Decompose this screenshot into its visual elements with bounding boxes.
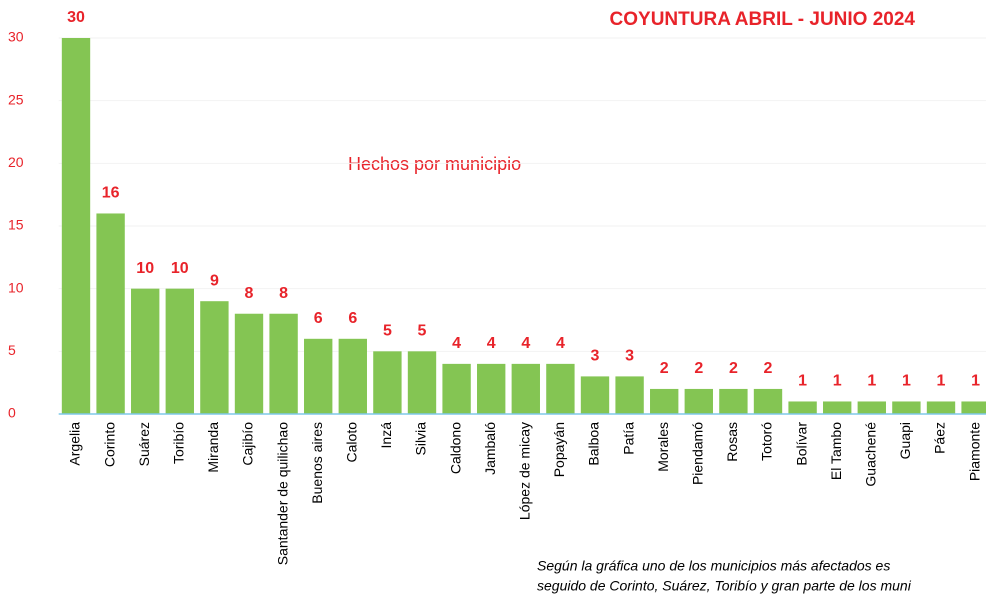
value-label: 4 (556, 335, 565, 352)
bar (892, 401, 921, 414)
annotation: seguido de Corinto, Suárez, Toribío y gr… (537, 578, 912, 594)
bar (684, 388, 713, 414)
value-label: 5 (383, 323, 392, 340)
bar (580, 376, 610, 414)
value-label: 1 (798, 373, 807, 390)
value-label: 4 (452, 335, 461, 352)
x-tick-label: Jambaló (482, 422, 498, 475)
x-tick-label: Piendamó (690, 422, 706, 485)
y-tick-label: 0 (8, 405, 16, 421)
bar (373, 351, 402, 414)
bar (131, 288, 160, 414)
value-label: 9 (210, 272, 219, 289)
bar (269, 313, 298, 414)
bar (407, 351, 437, 414)
x-tick-label: Toribío (171, 422, 187, 464)
bar (304, 338, 333, 414)
value-label: 8 (279, 285, 288, 302)
value-label: 10 (171, 260, 189, 277)
bar (961, 401, 986, 414)
value-label: 6 (348, 310, 357, 327)
bar (234, 313, 264, 414)
value-label: 5 (418, 323, 427, 340)
bar (926, 401, 956, 414)
bar (823, 401, 852, 414)
y-tick-label: 5 (8, 342, 16, 358)
bar (615, 376, 644, 414)
value-label: 16 (102, 185, 120, 202)
bar (442, 363, 471, 414)
x-tick-label: Piamonte (966, 422, 982, 481)
value-label: 6 (314, 310, 323, 327)
value-label: 4 (487, 335, 496, 352)
x-tick-label: Morales (655, 422, 671, 472)
annotation: Según la gráfica uno de los municipios m… (537, 558, 890, 574)
x-tick-label: Caldono (447, 422, 463, 474)
x-tick-label: Bolívar (793, 422, 809, 466)
x-tick-label: Patía (620, 422, 636, 455)
value-label: 1 (971, 373, 980, 390)
y-tick-label: 25 (8, 91, 24, 107)
value-label: 3 (625, 348, 634, 365)
x-tick-label: Páez (932, 422, 948, 454)
value-label: 4 (521, 335, 530, 352)
bar (165, 288, 194, 414)
bar (650, 388, 679, 414)
value-label: 1 (902, 373, 911, 390)
bar (511, 363, 540, 414)
bar (546, 363, 575, 414)
value-label: 3 (591, 348, 600, 365)
bar (477, 363, 506, 414)
value-label: 1 (867, 373, 876, 390)
bar (753, 388, 783, 414)
x-tick-label: Balboa (586, 422, 602, 466)
x-tick-label: Caloto (344, 422, 360, 463)
value-label: 2 (764, 360, 773, 377)
x-tick-label: Santander de quilichao (274, 422, 290, 565)
x-tick-label: Rosas (724, 422, 740, 462)
x-tick-label: Popayán (551, 422, 567, 477)
bar (338, 338, 367, 414)
value-label: 30 (67, 9, 85, 26)
chart-title: COYUNTURA ABRIL - JUNIO 2024 (610, 9, 916, 30)
x-tick-label: Suárez (136, 422, 152, 466)
x-tick-label: Guachené (863, 422, 879, 487)
x-tick-label: Corinto (101, 422, 117, 467)
value-label: 10 (136, 260, 154, 277)
bar (200, 301, 229, 414)
x-tick-label: Miranda (205, 422, 221, 473)
y-tick-label: 30 (8, 29, 24, 45)
x-tick-label: Buenos aires (309, 422, 325, 504)
bar (96, 213, 125, 414)
x-tick-label: Inzá (378, 422, 394, 449)
x-tick-label: Argelia (67, 422, 83, 466)
value-label: 2 (694, 360, 703, 377)
bar (719, 388, 748, 414)
value-label: 2 (660, 360, 669, 377)
y-tick-label: 10 (8, 279, 24, 295)
x-tick-label: Guapi (897, 422, 913, 459)
x-tick-label: El Tambo (828, 422, 844, 480)
value-label: 1 (833, 373, 842, 390)
bar (788, 401, 817, 414)
x-tick-label: Cajibío (240, 422, 256, 466)
value-label: 8 (245, 285, 254, 302)
y-tick-label: 15 (8, 217, 24, 233)
x-tick-label: Totoró (759, 422, 775, 461)
bar (61, 38, 91, 414)
x-tick-label: Silvia (413, 422, 429, 456)
x-tick-label: López de micay (517, 422, 533, 520)
y-tick-label: 20 (8, 154, 24, 170)
value-label: 1 (937, 373, 946, 390)
bar (857, 401, 886, 414)
value-label: 2 (729, 360, 738, 377)
